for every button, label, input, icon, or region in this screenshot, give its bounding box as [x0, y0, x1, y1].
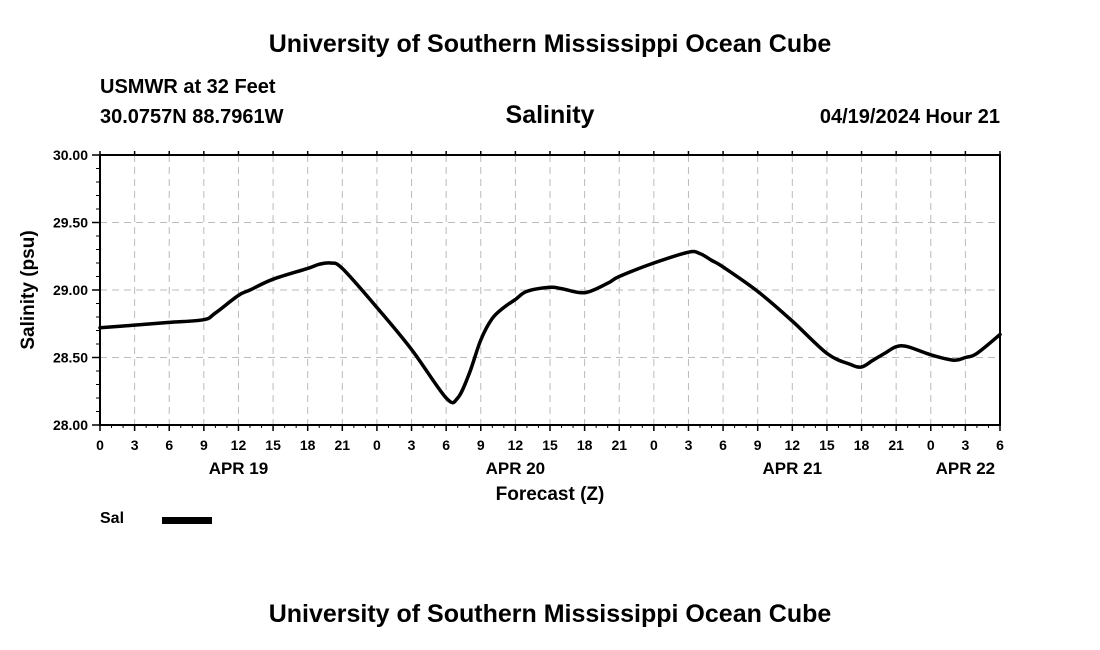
- y-tick-label: 29.00: [53, 282, 88, 298]
- date-label: APR 21: [763, 459, 823, 478]
- page-title: University of Southern Mississippi Ocean…: [268, 30, 832, 58]
- x-tick-label: 15: [542, 437, 558, 453]
- x-tick-label: 12: [785, 437, 801, 453]
- axis-ticks: [92, 151, 1001, 431]
- x-tick-label: 3: [131, 437, 139, 453]
- x-tick-label: 0: [373, 437, 381, 453]
- gridlines: [100, 154, 1000, 425]
- x-tick-label: 18: [854, 437, 870, 453]
- x-tick-label: 21: [611, 437, 627, 453]
- x-tick-label: 12: [231, 437, 247, 453]
- x-tick-label: 21: [335, 437, 351, 453]
- axis-labels: 0 3 6 9 12 15 18 21 0 3 6 9 12 15 18 21 0 3 6 9 12 15 18 21 0 3 6 2…: [53, 147, 1004, 478]
- chart-title: Salinity: [505, 101, 595, 129]
- x-tick-label: 6: [165, 437, 173, 453]
- x-tick-label: 18: [300, 437, 316, 453]
- forecast-timestamp: 04/19/2024 Hour 21: [819, 106, 1000, 128]
- x-axis-label: Forecast (Z): [496, 484, 605, 505]
- x-tick-label: 12: [508, 437, 524, 453]
- x-tick-label: 6: [719, 437, 727, 453]
- station-coordinates: 30.0757N 88.7961W: [100, 106, 284, 128]
- y-tick-label: 29.50: [53, 215, 88, 231]
- y-tick-label: 28.50: [53, 350, 88, 366]
- footer-title: University of Southern Mississippi Ocean…: [268, 600, 832, 628]
- x-tick-label: 3: [408, 437, 416, 453]
- x-tick-label: 6: [442, 437, 450, 453]
- x-tick-label: 0: [650, 437, 658, 453]
- y-axis-label: Salinity (psu): [18, 230, 39, 349]
- legend-label: Sal: [100, 510, 125, 527]
- y-tick-label: 30.00: [53, 147, 88, 163]
- legend-swatch: [162, 517, 212, 524]
- x-tick-label: 9: [754, 437, 762, 453]
- x-tick-label: 0: [96, 437, 104, 453]
- plot-frame: [99, 154, 1001, 426]
- station-label: USMWR at 32 Feet: [100, 76, 276, 98]
- x-tick-label: 15: [819, 437, 835, 453]
- x-tick-label: 0: [927, 437, 935, 453]
- x-tick-label: 3: [685, 437, 693, 453]
- date-label: APR 22: [936, 459, 996, 478]
- x-tick-label: 3: [961, 437, 969, 453]
- x-tick-label: 18: [577, 437, 593, 453]
- date-label: APR 19: [209, 459, 269, 478]
- x-tick-label: 6: [996, 437, 1004, 453]
- x-tick-label: 21: [888, 437, 904, 453]
- x-tick-label: 9: [200, 437, 208, 453]
- salinity-series-line: [98, 249, 1002, 405]
- date-label: APR 20: [486, 459, 546, 478]
- x-tick-label: 15: [265, 437, 281, 453]
- x-tick-label: 9: [477, 437, 485, 453]
- y-tick-label: 28.00: [53, 417, 88, 433]
